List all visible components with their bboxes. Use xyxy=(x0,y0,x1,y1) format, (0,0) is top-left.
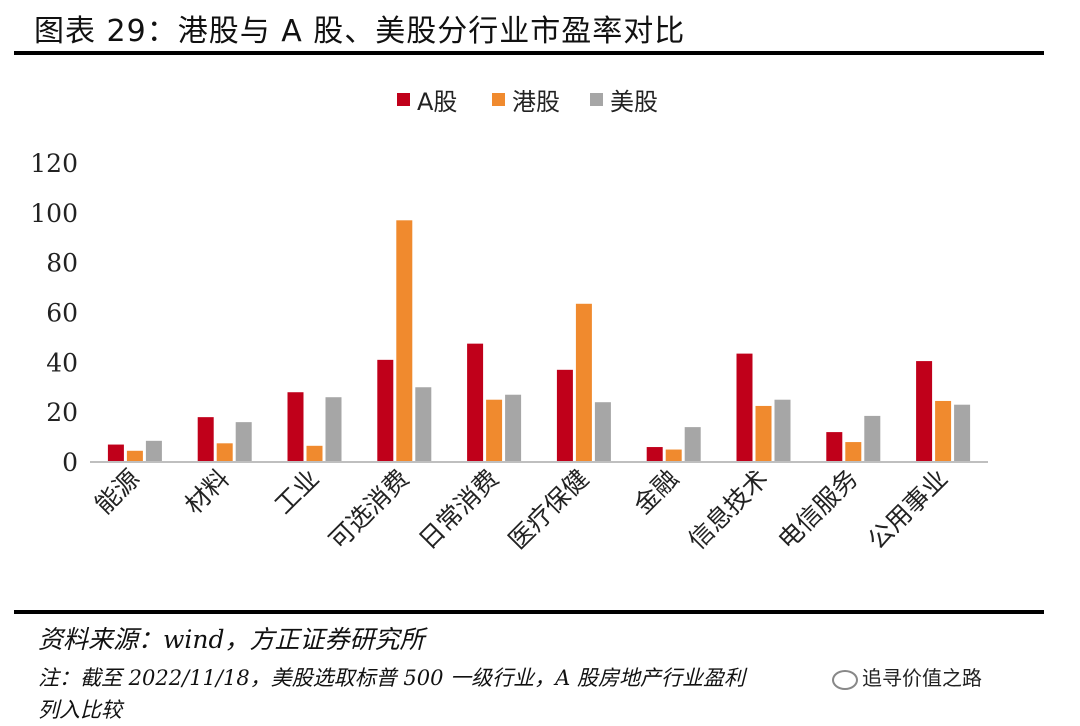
watermark: 追寻价值之路 xyxy=(828,662,986,691)
bar xyxy=(665,449,682,462)
bar xyxy=(916,361,933,462)
bar xyxy=(197,417,214,462)
bar xyxy=(845,442,862,462)
top-rule xyxy=(14,51,1044,55)
x-tick-label: 金融 xyxy=(628,464,684,520)
x-tick-label: 材料 xyxy=(179,464,235,520)
bar xyxy=(325,397,342,462)
x-tick-label: 能源 xyxy=(89,464,145,520)
x-tick-label: 可选消费 xyxy=(323,464,414,555)
bar xyxy=(826,432,843,462)
bar xyxy=(467,343,484,462)
footnote-line-2: 列入比较 xyxy=(38,698,122,722)
bottom-rule xyxy=(14,610,1044,614)
bar xyxy=(954,404,971,462)
y-tick-label: 120 xyxy=(30,149,78,178)
legend-label: 美股 xyxy=(610,88,658,116)
bar xyxy=(684,427,701,462)
footnote-line-1: 注：截至 2022/11/18，美股选取标普 500 一级行业，A 股房地产行业… xyxy=(38,666,745,690)
figure-title: 图表 29：港股与 A 股、美股分行业市盈率对比 xyxy=(34,14,686,49)
legend-swatch xyxy=(590,93,603,106)
y-tick-label: 80 xyxy=(46,249,78,278)
bar xyxy=(755,405,772,462)
bar xyxy=(306,445,323,462)
bar xyxy=(126,450,143,462)
bar xyxy=(377,359,394,462)
bar xyxy=(736,353,753,462)
x-tick-label: 日常消费 xyxy=(413,464,504,555)
bar xyxy=(235,422,252,462)
y-tick-label: 0 xyxy=(62,448,78,477)
y-tick-label: 100 xyxy=(30,199,78,228)
bar xyxy=(287,392,304,462)
bar xyxy=(774,399,791,462)
bar xyxy=(935,400,952,462)
legend-label: A股 xyxy=(417,88,457,116)
bar xyxy=(145,440,162,462)
bar xyxy=(646,447,663,462)
bar xyxy=(505,394,522,462)
bar xyxy=(486,399,503,462)
source-note: 资料来源：wind，方正证券研究所 xyxy=(38,625,425,654)
y-tick-label: 60 xyxy=(46,299,78,328)
bar xyxy=(594,402,611,462)
y-tick-label: 40 xyxy=(46,348,78,377)
bar xyxy=(415,387,432,462)
bar xyxy=(396,220,413,462)
legend-swatch xyxy=(397,93,410,106)
bar xyxy=(556,369,573,462)
x-tick-label: 公用事业 xyxy=(862,464,953,555)
wechat-icon xyxy=(832,669,858,690)
legend-swatch xyxy=(492,93,505,106)
bar xyxy=(575,303,592,462)
x-tick-label: 医疗保健 xyxy=(503,464,594,555)
x-tick-label: 信息技术 xyxy=(683,464,774,555)
x-tick-label: 电信服务 xyxy=(772,464,863,555)
watermark-text: 追寻价值之路 xyxy=(862,666,982,690)
x-tick-label: 工业 xyxy=(269,464,325,520)
y-tick-label: 20 xyxy=(46,398,78,427)
legend-label: 港股 xyxy=(512,88,560,116)
bar xyxy=(216,443,233,462)
bar xyxy=(107,444,124,462)
bar xyxy=(864,415,881,462)
